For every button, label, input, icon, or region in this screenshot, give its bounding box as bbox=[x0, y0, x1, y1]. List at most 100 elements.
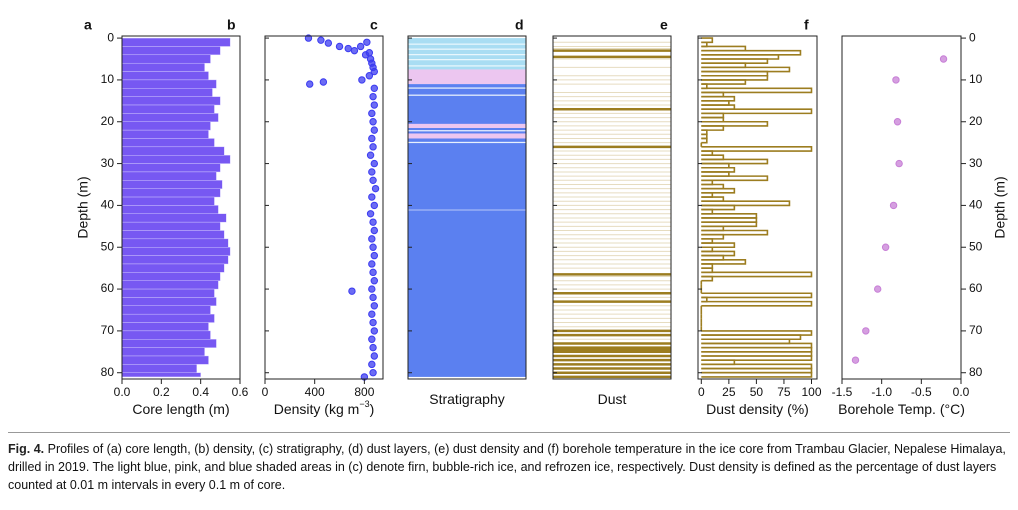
point bbox=[366, 210, 375, 218]
bar bbox=[121, 71, 209, 81]
bar bbox=[121, 113, 219, 122]
density-step bbox=[701, 221, 758, 228]
point bbox=[361, 51, 370, 59]
point bbox=[348, 287, 356, 295]
y-tick-label: 20 bbox=[101, 114, 115, 128]
x-axis-label: Density (kg m−3) bbox=[274, 399, 375, 416]
bar bbox=[121, 255, 229, 265]
x-tick-label: 0.2 bbox=[153, 385, 170, 399]
x-tick-label: 0.6 bbox=[232, 385, 249, 399]
y-tick-label: 0 bbox=[107, 30, 114, 44]
density-step bbox=[701, 355, 813, 361]
frame bbox=[841, 35, 962, 380]
point bbox=[368, 235, 376, 243]
point bbox=[369, 218, 377, 226]
caption-text: Profiles of (a) core length, (b) density… bbox=[8, 442, 1006, 492]
density-step bbox=[701, 158, 769, 165]
bar bbox=[121, 205, 219, 214]
bar bbox=[121, 121, 211, 131]
frame bbox=[407, 35, 527, 380]
point bbox=[368, 335, 376, 343]
bar bbox=[121, 355, 209, 365]
bar bbox=[121, 313, 215, 323]
density-step bbox=[701, 371, 813, 378]
point bbox=[874, 285, 882, 293]
layer bbox=[408, 84, 526, 377]
point bbox=[368, 193, 376, 201]
point bbox=[369, 243, 377, 251]
bar bbox=[121, 339, 217, 348]
point bbox=[939, 55, 948, 63]
point bbox=[369, 176, 377, 185]
density-step bbox=[701, 137, 708, 144]
point bbox=[368, 310, 376, 318]
x-tick-label: 0 bbox=[698, 385, 705, 399]
x-tick-label: -1.0 bbox=[871, 385, 892, 399]
point bbox=[366, 151, 375, 159]
x-tick-label: -1.5 bbox=[832, 385, 853, 399]
x-tick-label: 800 bbox=[354, 385, 374, 399]
y-axis-label: Depth (m) bbox=[992, 176, 1008, 238]
frame bbox=[697, 35, 818, 380]
density-step bbox=[701, 120, 769, 127]
y-tick-label: 20 bbox=[969, 114, 983, 128]
point bbox=[889, 201, 898, 210]
bar bbox=[121, 146, 225, 156]
density-step bbox=[701, 271, 813, 278]
bar bbox=[121, 247, 231, 256]
y-tick-label: 80 bbox=[969, 365, 983, 379]
density-step bbox=[701, 175, 769, 182]
point bbox=[369, 92, 377, 101]
x-tick-label: 0.0 bbox=[953, 385, 970, 399]
bar bbox=[121, 230, 225, 240]
panel-label: f bbox=[804, 17, 809, 33]
point bbox=[892, 76, 900, 84]
bar bbox=[121, 37, 231, 47]
density-step bbox=[701, 204, 736, 211]
point bbox=[369, 268, 377, 277]
layer bbox=[408, 123, 526, 129]
point bbox=[368, 285, 376, 293]
x-tick-label: 50 bbox=[750, 385, 764, 399]
panel-label: c bbox=[370, 17, 378, 33]
x-axis-label-part: Stratigraphy bbox=[429, 391, 504, 407]
frame bbox=[552, 35, 672, 380]
point bbox=[895, 159, 903, 168]
x-axis-label-part: Dust density (%) bbox=[706, 401, 809, 417]
x-axis-label-part: Dust bbox=[598, 391, 627, 407]
y-tick-label: 0 bbox=[969, 30, 976, 44]
point bbox=[368, 360, 376, 369]
layer bbox=[408, 87, 526, 89]
x-tick-label: 100 bbox=[801, 385, 821, 399]
point bbox=[358, 76, 366, 84]
bar bbox=[121, 347, 205, 357]
bar bbox=[121, 171, 217, 181]
bar bbox=[121, 330, 211, 340]
bar bbox=[121, 372, 201, 378]
caption: Fig. 4. Profiles of (a) core length, (b)… bbox=[8, 440, 1010, 494]
density-step bbox=[701, 292, 813, 299]
density-step bbox=[701, 300, 813, 307]
point bbox=[371, 184, 380, 193]
layer bbox=[408, 53, 526, 56]
x-axis-label: Dust density (%) bbox=[706, 401, 809, 417]
density-step bbox=[701, 242, 736, 249]
x-axis-label-part: Core length (m) bbox=[132, 401, 229, 417]
bar bbox=[121, 238, 229, 248]
divider bbox=[8, 432, 1010, 433]
layer bbox=[408, 65, 526, 67]
point bbox=[335, 42, 344, 51]
figure: a 0 10 20 30 40 50 60 70 80 Depth (m) 0.0 0.2 0.4 0.6C… bbox=[75, 17, 1008, 417]
bar bbox=[121, 221, 221, 231]
x-axis-label-part: Borehole Temp. (°C) bbox=[838, 401, 965, 417]
point bbox=[369, 369, 377, 377]
density-step bbox=[701, 146, 813, 152]
layer bbox=[408, 94, 526, 96]
bar bbox=[121, 263, 225, 273]
frame bbox=[264, 35, 384, 380]
y-axis-label: Depth (m) bbox=[75, 176, 91, 238]
bar bbox=[121, 138, 215, 148]
x-tick-label: 0.4 bbox=[192, 385, 209, 399]
